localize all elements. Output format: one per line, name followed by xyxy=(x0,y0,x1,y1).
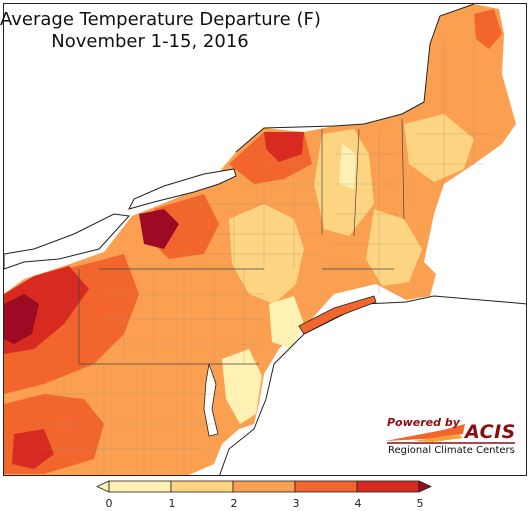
state-line-nh-me xyxy=(401,118,405,220)
legend-swatch-4 xyxy=(356,480,420,493)
legend-swatch-3 xyxy=(294,480,358,493)
pale-zone-maine xyxy=(404,114,474,182)
hot-zone-south xyxy=(12,429,54,469)
chesapeake-bay xyxy=(203,363,219,437)
lake-erie xyxy=(4,213,131,270)
pale-zone-delmarva xyxy=(222,349,262,424)
canada-border xyxy=(235,4,475,153)
long-island xyxy=(298,295,377,335)
acis-logo: Powered by ACIS Regional Climate Centers xyxy=(383,414,518,460)
hot-zone-ontario xyxy=(139,209,179,249)
county-grid-c xyxy=(174,154,319,269)
county-grid-d xyxy=(334,34,494,294)
boundaries xyxy=(78,4,475,365)
title-line-1: Average Temperature Departure (F) xyxy=(0,9,321,30)
title-line-2: November 1-15, 2016 xyxy=(51,31,249,52)
region-shading xyxy=(4,4,516,475)
lake-ontario xyxy=(128,168,237,210)
legend-tick-2: 2 xyxy=(230,497,238,510)
pale-zone-nj xyxy=(269,296,304,349)
logo-acis-text: ACIS xyxy=(465,421,516,443)
legend-tick-3: 3 xyxy=(292,497,300,510)
warm-zone-maine-n xyxy=(474,9,502,49)
legend-tick-0: 0 xyxy=(105,497,113,510)
county-lines xyxy=(34,34,494,474)
legend-swatch-0 xyxy=(108,480,172,493)
legend-tick-1: 1 xyxy=(168,497,176,510)
acis-swoosh-icon xyxy=(385,424,515,444)
state-line-vt-nh xyxy=(353,128,360,237)
legend-swatch-1 xyxy=(170,480,234,493)
pale-zone-vermont xyxy=(339,144,356,189)
map-frame xyxy=(3,3,527,476)
hot-zone-core xyxy=(4,294,39,344)
legend-tick-4: 4 xyxy=(354,497,362,510)
legend-arrow-low xyxy=(96,480,110,493)
color-legend: 0 1 2 3 4 5 xyxy=(95,478,440,510)
pale-zone-coast xyxy=(366,209,422,286)
legend-swatch-2 xyxy=(232,480,296,493)
legend-tick-5: 5 xyxy=(416,497,424,510)
legend-arrow-high xyxy=(418,480,432,493)
legend-colorbar xyxy=(96,480,432,493)
map-title: Average Temperature Departure (F) Novemb… xyxy=(0,9,321,53)
county-grid-b xyxy=(63,269,245,474)
logo-powered-by: Powered by xyxy=(387,416,460,429)
temperature-departure-map xyxy=(4,4,526,475)
logo-subtitle: Regional Climate Centers xyxy=(388,445,515,456)
